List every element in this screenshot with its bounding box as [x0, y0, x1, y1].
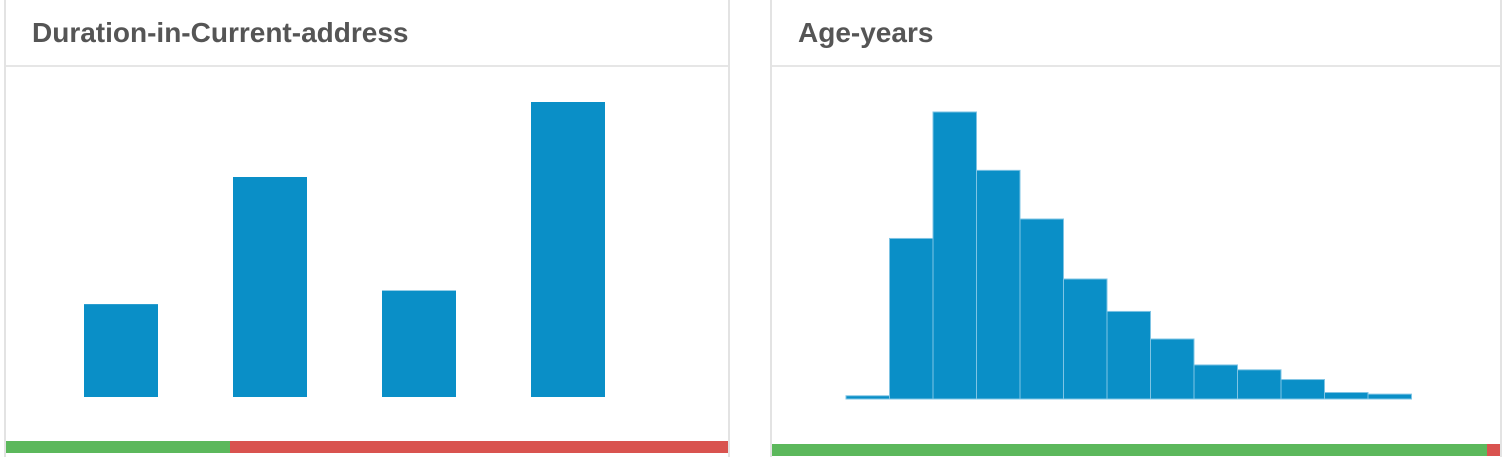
duration-panel-title: Duration-in-Current-address — [32, 17, 409, 48]
age-panel-title: Age-years — [798, 17, 934, 48]
age-histogram-bar — [1106, 310, 1151, 400]
age-status-bar — [772, 444, 1500, 456]
duration-bar-chart — [84, 102, 605, 397]
age-histogram-bar — [1193, 364, 1238, 400]
duration-bar — [233, 177, 307, 397]
duration-status-red — [229, 441, 728, 453]
duration-status-green — [6, 441, 230, 453]
age-histogram — [845, 111, 1412, 400]
age-histogram-bar — [1063, 278, 1108, 400]
duration-status-bar — [6, 441, 728, 453]
age-histogram-bar — [1237, 369, 1282, 400]
age-histogram-bar — [1367, 393, 1412, 400]
age-histogram-bar — [932, 111, 977, 400]
age-histogram-bar — [1150, 338, 1195, 400]
age-histogram-bar — [845, 395, 890, 400]
age-histogram-bar — [1280, 379, 1325, 400]
age-histogram-bar — [976, 169, 1021, 400]
duration-bar — [531, 102, 605, 397]
age-panel-header: Age-years — [772, 0, 1500, 67]
age-status-red — [1486, 444, 1500, 456]
duration-bar — [84, 304, 158, 397]
age-histogram-bar — [1324, 392, 1369, 400]
age-panel: Age-years — [770, 0, 1502, 457]
age-histogram-bar — [1019, 218, 1064, 400]
age-histogram-bar — [889, 237, 934, 400]
duration-panel: Duration-in-Current-address — [4, 0, 730, 457]
duration-panel-header: Duration-in-Current-address — [6, 0, 728, 67]
duration-bar — [382, 290, 456, 397]
age-status-green — [772, 444, 1487, 456]
